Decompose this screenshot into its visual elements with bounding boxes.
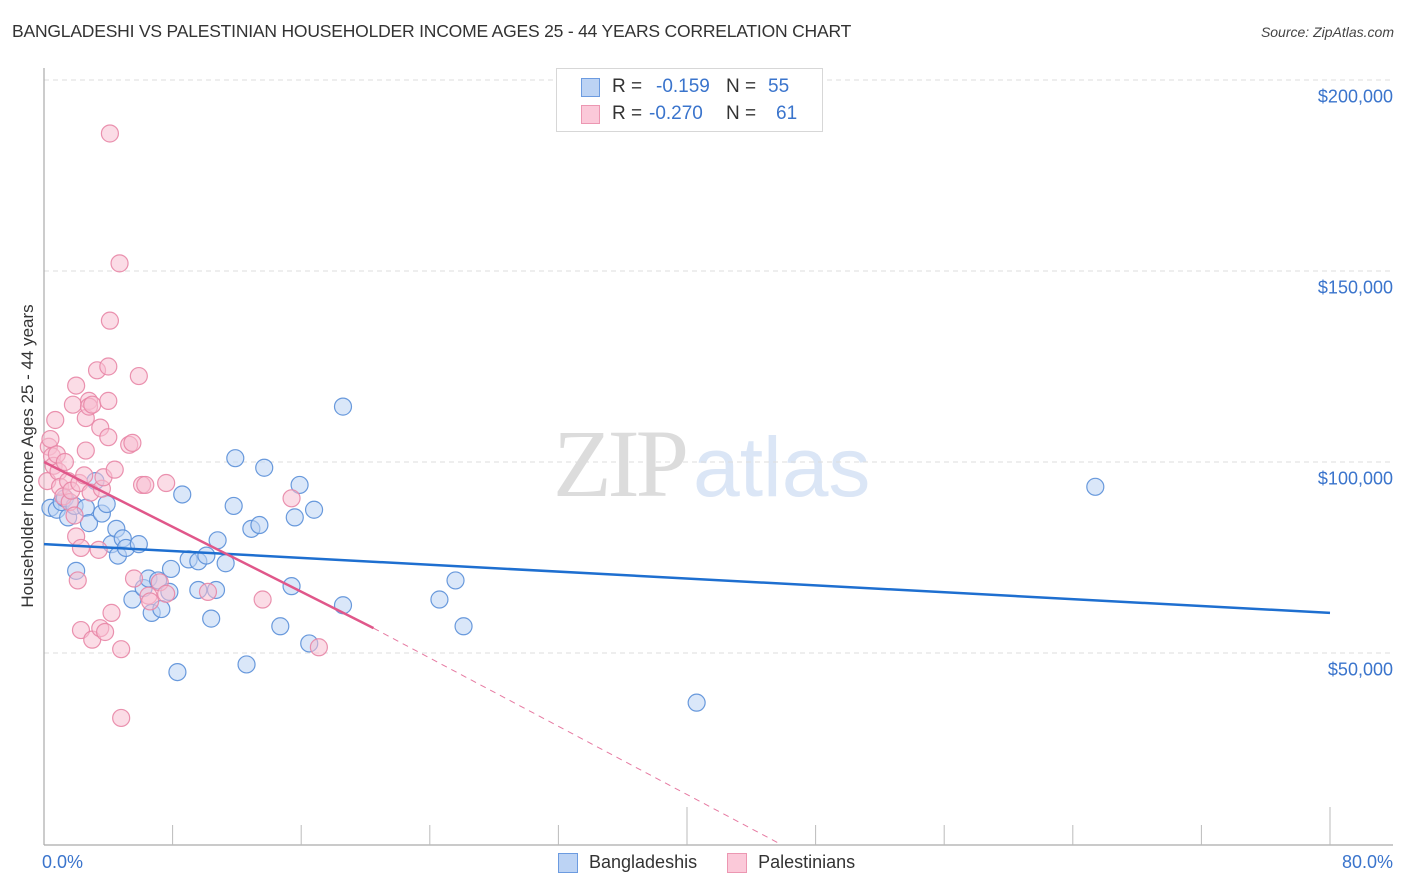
- data-point: [100, 311, 120, 330]
- data-point: [173, 485, 192, 504]
- data-point: [157, 584, 176, 603]
- data-point: [333, 397, 353, 416]
- data-point: [202, 609, 221, 628]
- legend-item-palestinians[interactable]: Palestinians: [727, 852, 855, 873]
- legend-row-bangladeshis: R = -0.159 N = 55: [581, 75, 789, 99]
- data-point: [454, 617, 473, 636]
- y-tick-100000: $100,000: [1317, 468, 1393, 489]
- data-point: [226, 449, 245, 468]
- data-point: [123, 433, 142, 452]
- data-point: [687, 693, 706, 712]
- data-point: [105, 460, 124, 479]
- data-point: [110, 254, 129, 273]
- trend-line-bangladeshis: [43, 542, 1331, 615]
- data-point: [304, 500, 324, 519]
- data-point: [89, 540, 108, 559]
- data-point: [112, 708, 131, 728]
- x-tick-min: 0.0%: [42, 852, 84, 872]
- legend-item-bangladeshis[interactable]: Bangladeshis: [558, 852, 697, 873]
- trend-line-palestinians: [43, 460, 375, 630]
- data-point: [285, 508, 304, 527]
- r-value: -0.159: [656, 76, 710, 97]
- data-point: [157, 473, 176, 493]
- data-point: [1086, 477, 1105, 496]
- data-point: [161, 559, 181, 579]
- series-bangladeshis-points: [41, 397, 1105, 712]
- source-label: Source: ZipAtlas.com: [1260, 24, 1394, 40]
- blue-swatch-icon: [581, 77, 600, 97]
- data-point: [271, 617, 290, 636]
- blue-swatch-icon: [558, 852, 578, 873]
- data-point: [250, 515, 269, 535]
- y-tick-150000: $150,000: [1317, 277, 1393, 298]
- y-tick-50000: $50,000: [1327, 659, 1393, 680]
- data-point: [76, 441, 95, 460]
- axes: [43, 68, 1393, 846]
- data-point: [237, 655, 256, 674]
- data-point: [79, 514, 99, 533]
- data-point: [333, 596, 353, 615]
- data-point: [290, 475, 309, 495]
- n-value: 55: [768, 76, 790, 97]
- data-point: [97, 494, 116, 514]
- correlation-legend: R = -0.159 N = 55 R = -0.270 N = 61: [556, 68, 823, 132]
- x-tick-max: 80.0%: [1341, 852, 1393, 872]
- n-value: 61: [776, 103, 798, 124]
- data-point: [71, 538, 91, 558]
- data-point: [99, 357, 118, 376]
- data-point: [446, 571, 465, 590]
- data-point: [430, 590, 449, 609]
- watermark: ZIPatlas: [553, 410, 871, 517]
- data-point: [95, 622, 115, 642]
- data-point: [129, 366, 148, 386]
- data-point: [197, 546, 216, 565]
- data-point: [282, 489, 301, 508]
- y-tick-200000: $200,000: [1317, 86, 1393, 107]
- data-point: [63, 395, 83, 414]
- data-point: [83, 395, 102, 414]
- data-point: [124, 569, 144, 588]
- legend-row-palestinians: R = -0.270 N = 61: [581, 102, 797, 126]
- data-point: [309, 638, 328, 657]
- trend-line-palestinians-extrapolated: [373, 627, 781, 845]
- data-point: [255, 458, 274, 477]
- data-point: [224, 496, 243, 516]
- trend-lines: [43, 460, 1331, 845]
- data-point: [99, 428, 118, 447]
- r-value: -0.270: [649, 103, 703, 124]
- data-point: [41, 429, 60, 449]
- data-point: [55, 452, 74, 472]
- data-point: [65, 506, 84, 525]
- chart-title: BANGLADESHI VS PALESTINIAN HOUSEHOLDER I…: [12, 21, 852, 41]
- data-point: [100, 124, 120, 143]
- data-point: [198, 582, 218, 601]
- data-point: [46, 410, 65, 430]
- y-axis-label: Householder Income Ages 25 - 44 years: [18, 304, 37, 608]
- data-point: [253, 590, 272, 609]
- data-point: [102, 603, 121, 622]
- series-palestinians-points: [38, 124, 328, 728]
- data-point: [67, 376, 86, 395]
- data-point: [140, 592, 160, 611]
- pink-swatch-icon: [581, 104, 600, 124]
- data-point: [68, 571, 87, 590]
- pink-swatch-icon: [727, 852, 748, 873]
- data-point: [136, 475, 155, 495]
- data-point: [168, 662, 187, 682]
- data-point: [112, 640, 131, 659]
- series-legend: Bangladeshis Palestinians: [558, 852, 885, 873]
- data-point: [99, 391, 118, 410]
- gridlines: [44, 79, 1393, 654]
